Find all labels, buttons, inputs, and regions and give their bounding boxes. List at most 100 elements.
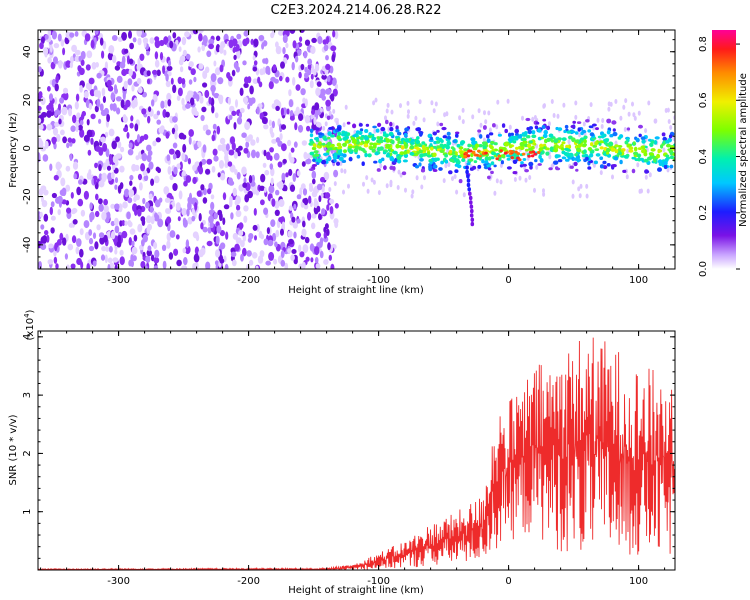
spectrogram-noise-cell: [88, 102, 93, 110]
spectrogram-signal-cell: [410, 141, 415, 145]
spectrogram-signal-cell: [482, 125, 487, 130]
spectrogram-noise-cell: [288, 99, 294, 108]
spectrogram-noise-cell: [94, 162, 98, 169]
spectrogram-halo-cell: [508, 124, 512, 130]
spectrogram-noise-cell: [74, 31, 79, 37]
spectrogram-signal-cell: [524, 169, 529, 173]
spectrogram-noise-cell: [244, 121, 251, 130]
spectrogram-noise-cell: [278, 217, 283, 223]
spectrogram-peak-cell: [495, 157, 500, 161]
spectrogram-signal-cell: [338, 156, 344, 161]
spectrogram-noise-cell: [326, 204, 330, 211]
spectrogram-noise-cell: [330, 45, 337, 52]
spectrogram-noise-cell: [232, 232, 238, 240]
spectrogram-noise-cell: [229, 164, 236, 173]
spectrogram-noise-cell: [146, 167, 151, 174]
spectrogram-noise-cell: [236, 117, 243, 125]
spectrogram-halo-cell: [664, 108, 668, 113]
spectrogram-noise-cell: [50, 215, 56, 221]
spectrogram-noise-cell: [79, 67, 85, 76]
spectrogram-noise-cell: [79, 248, 84, 258]
spectrogram-noise-cell: [154, 212, 158, 219]
spectrogram-signal-cell: [420, 168, 426, 173]
spectrogram-noise-cell: [172, 142, 178, 149]
spectrogram-noise-cell: [207, 188, 212, 195]
spectrogram-noise-cell: [243, 82, 249, 88]
spectrogram-signal-cell: [449, 149, 453, 154]
spectrogram-signal-cell: [582, 143, 587, 147]
spectrogram-noise-cell: [147, 245, 152, 252]
spectrogram-noise-cell: [60, 129, 65, 136]
spectrogram-noise-cell: [93, 89, 100, 98]
spectrogram-signal-cell: [309, 128, 314, 133]
spectrogram-signal-cell: [595, 153, 601, 157]
spectrogram-signal-cell: [393, 151, 398, 155]
spectrogram-signal-cell: [444, 153, 448, 158]
snr-x-ticks: -300 -200 -100 0 100: [40, 331, 666, 587]
spectrogram-noise-cell: [256, 136, 260, 144]
spectrogram-signal-cell: [332, 147, 336, 151]
spectrogram-noise-cell: [247, 237, 252, 243]
spectrogram-noise-cell: [141, 152, 148, 162]
spectrogram-halo-cell: [524, 177, 528, 183]
spectrogram-signal-cell: [545, 151, 550, 156]
spectrogram-noise-cell: [96, 72, 102, 79]
spectrogram-halo-cell: [422, 117, 426, 123]
spectrogram-noise-cell: [128, 142, 133, 149]
spectrogram-noise-cell: [311, 222, 316, 230]
spectrogram-noise-cell: [186, 208, 190, 217]
spectrogram-signal-cell: [358, 130, 363, 135]
spectrogram-signal-cell: [347, 148, 353, 153]
spectrogram-signal-cell: [663, 160, 668, 166]
spectrogram-noise-cell: [150, 215, 155, 225]
spectrogram-halo-cell: [374, 97, 378, 103]
spectrogram-signal-cell: [550, 139, 555, 143]
spectrogram-noise-cell: [264, 169, 270, 176]
spectrogram-noise-cell: [127, 149, 134, 156]
spectrogram-noise-cell: [139, 135, 145, 142]
spectrogram-noise-cell: [273, 258, 278, 265]
spectrogram-noise-cell: [102, 96, 106, 103]
spectrogram-noise-cell: [99, 37, 104, 46]
spectrogram-peak-cell: [516, 152, 521, 156]
spectrogram-noise-cell: [42, 47, 49, 55]
spectrogram-noise-cell: [326, 75, 331, 83]
spectrogram-noise-cell: [85, 64, 91, 71]
spectrogram-noise-cell: [141, 239, 145, 247]
spectrogram-noise-cell: [192, 30, 199, 35]
spectrogram-halo-cell: [513, 177, 517, 182]
spectrogram-noise-cell: [139, 182, 143, 191]
spectrogram-noise-cell: [286, 108, 290, 115]
spectrogram-halo-cell: [571, 193, 575, 199]
spectrogram-peak-cell: [468, 149, 473, 153]
spectrogram-noise-cell: [293, 141, 298, 148]
spectrogram-noise-cell: [188, 136, 192, 145]
spectrogram-signal-cell: [589, 132, 595, 137]
spectrogram-noise-cell: [99, 236, 105, 245]
spectrogram-noise-cell: [120, 146, 125, 153]
spectrogram-signal-cell: [597, 135, 603, 139]
spectrogram-noise-cell: [181, 170, 187, 177]
spectrogram-halo-cell: [397, 169, 401, 175]
spectrogram-noise-cell: [98, 118, 102, 124]
spectrogram-signal-cell: [561, 147, 565, 151]
spectrogram-signal-cell: [510, 132, 514, 136]
spectrogram-signal-cell: [601, 135, 605, 139]
spectrogram-signal-cell: [668, 134, 673, 139]
spectrogram-signal-cell: [528, 147, 533, 151]
spectrogram-noise-cell: [105, 148, 110, 158]
spectrogram-signal-cell: [364, 136, 369, 141]
spectrogram-halo-cell: [640, 188, 643, 194]
spectrogram-signal-cell: [367, 153, 372, 158]
spectrogram-noise-cell: [91, 62, 97, 70]
spectrogram-signal-cell: [336, 161, 340, 166]
spectrogram-signal-cell: [455, 159, 459, 163]
spectrogram-signal-cell: [395, 143, 400, 149]
spectrogram-noise-cell: [112, 164, 116, 171]
spectrogram-signal-cell: [327, 147, 331, 152]
spectrogram-noise-cell: [248, 98, 254, 106]
spectrogram-noise-cell: [132, 203, 138, 213]
spectrogram-signal-cell: [508, 132, 512, 138]
spectrogram-noise-cell: [280, 124, 287, 130]
spectrogram-noise-cell: [42, 235, 47, 244]
